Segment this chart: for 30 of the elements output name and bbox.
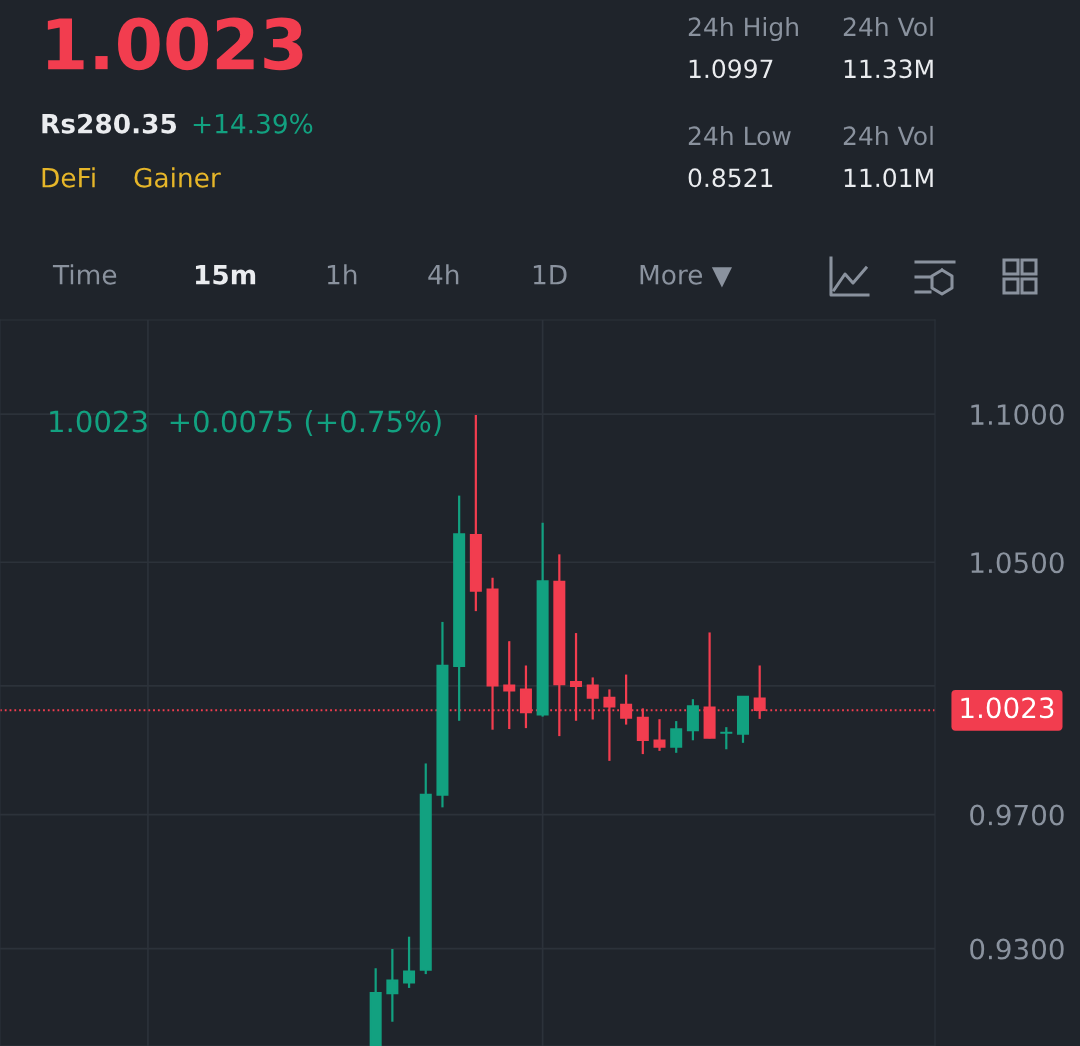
candlestick [403, 935, 416, 990]
ref-line-label: 1.0023 [961, 697, 1054, 719]
y-tick-label: 1.1000 [971, 404, 1064, 426]
candlestick [653, 718, 666, 752]
text: 0.8521 [688, 168, 773, 188]
text: 24h Low [688, 125, 791, 146]
text: Rs280.35 [42, 113, 177, 134]
text: 15m [195, 265, 256, 285]
text: 1D [533, 265, 567, 285]
text: Time [52, 264, 117, 285]
text: 1.0023 +0.0075 (+0.75%) [50, 409, 441, 436]
text: 1h [327, 264, 357, 285]
y-tick-label: 0.9700 [970, 804, 1064, 826]
text: Gainer [134, 167, 221, 188]
candlestick [670, 719, 683, 754]
y-tick-label: 1.0500 [971, 552, 1064, 574]
text: More ▼ [640, 265, 733, 288]
text: 11.01M [844, 168, 933, 188]
text: 1.0997 [689, 59, 773, 79]
text: 24h Vol [843, 125, 933, 146]
candlestick [386, 947, 399, 1023]
y-tick-label: 0.9300 [970, 938, 1064, 960]
text: 24h Vol [843, 16, 933, 37]
text: 11.33M [844, 59, 933, 79]
text: +14.39% [193, 113, 313, 134]
candlestick [720, 726, 733, 751]
text: 1.0023 [47, 17, 303, 71]
text: 24h High [688, 16, 798, 42]
text: DeFi [42, 167, 95, 188]
text: 4h [428, 264, 459, 285]
